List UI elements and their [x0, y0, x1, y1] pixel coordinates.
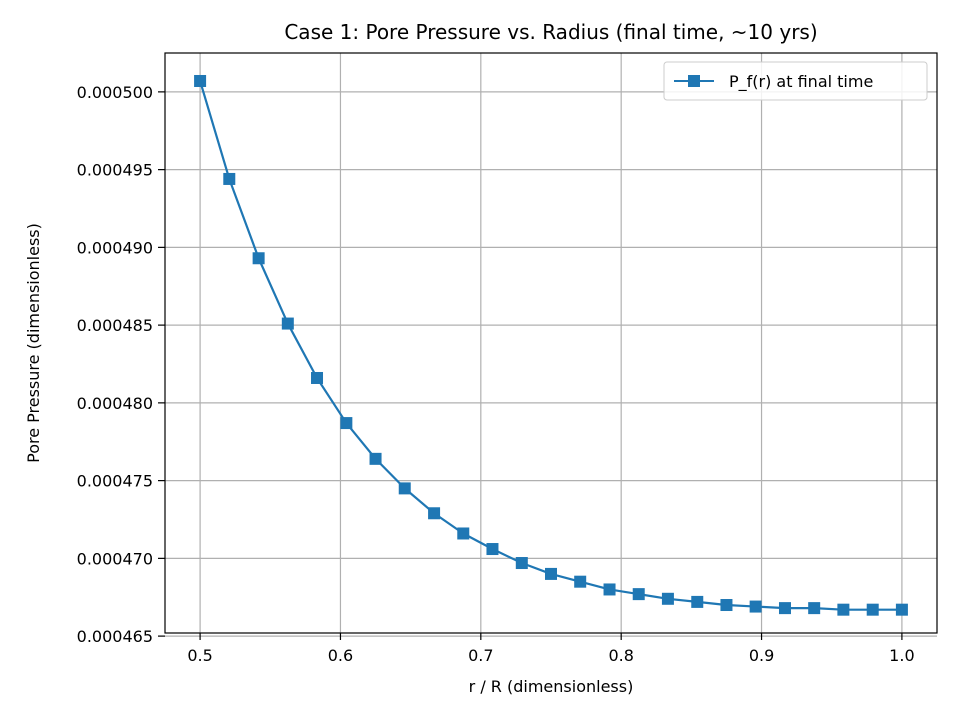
- data-point: [194, 74, 207, 87]
- data-point: [428, 507, 441, 520]
- legend: P_f(r) at final time: [663, 61, 928, 101]
- data-point: [398, 482, 411, 495]
- data-point: [545, 567, 557, 580]
- data-point: [369, 452, 382, 465]
- y-tick-label: 0.000500: [77, 83, 153, 102]
- data-point: [486, 543, 499, 556]
- data-point: [895, 603, 908, 616]
- axis-ticks: 0.5 0.6 0.7 0.8 0.9 1.0 0.000465 0.000470 0.0004…: [77, 83, 915, 665]
- data-point: [749, 600, 762, 613]
- legend-marker-sample: [688, 75, 700, 87]
- y-axis-label: Pore Pressure (dimensionless): [24, 223, 43, 463]
- x-tick-label: 0.6: [328, 646, 353, 665]
- data-point: [837, 603, 850, 616]
- data-point: [574, 575, 587, 588]
- data-point: [252, 252, 265, 265]
- y-tick-label: 0.000480: [77, 394, 153, 413]
- data-point: [632, 588, 645, 601]
- legend-box: [663, 61, 928, 101]
- grid: [165, 53, 937, 637]
- data-point: [866, 603, 879, 616]
- data-point: [691, 595, 704, 608]
- y-tick-label: 0.000490: [77, 238, 153, 257]
- legend-label: P_f(r) at final time: [729, 72, 873, 92]
- y-tick-label: 0.000485: [77, 316, 153, 335]
- chart-title: Case 1: Pore Pressure vs. Radius (final …: [284, 20, 817, 44]
- data-point: [281, 317, 294, 330]
- x-tick-label: 0.8: [608, 646, 633, 665]
- x-tick-label: 0.9: [749, 646, 774, 665]
- data-point: [661, 592, 674, 605]
- data-point: [515, 557, 528, 570]
- data-point: [808, 602, 821, 615]
- data-point: [457, 527, 470, 540]
- y-tick-label: 0.000470: [77, 549, 153, 568]
- x-tick-label: 0.7: [468, 646, 493, 665]
- data-point: [603, 583, 616, 596]
- x-axis-label: r / R (dimensionless): [469, 677, 634, 696]
- y-tick-label: 0.000465: [77, 627, 153, 646]
- data-point: [340, 417, 353, 430]
- data-point: [223, 172, 236, 185]
- data-point: [778, 602, 791, 615]
- data-point: [311, 371, 324, 384]
- y-tick-label: 0.000475: [77, 472, 153, 491]
- series-layer: [194, 74, 908, 616]
- y-tick-label: 0.000495: [77, 161, 153, 180]
- x-tick-label: 1.0: [889, 646, 914, 665]
- x-tick-label: 0.5: [187, 646, 212, 665]
- data-point: [720, 599, 733, 612]
- plot-area-frame: [164, 52, 938, 634]
